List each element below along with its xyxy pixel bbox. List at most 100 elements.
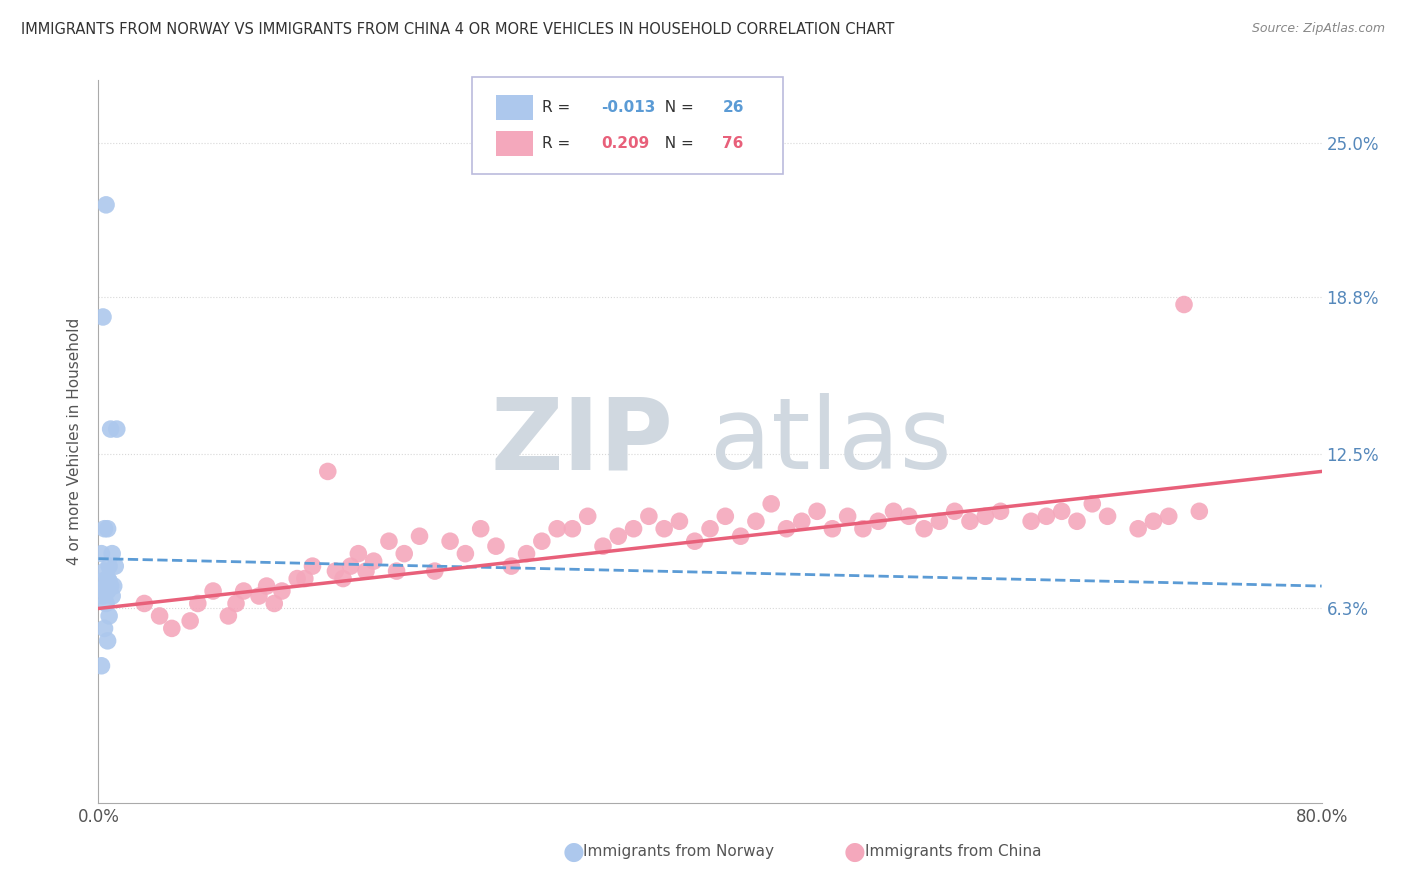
Point (1128, 522, 1150, 536)
Point (363, 554, 385, 568)
Point (385, 564, 408, 578)
Point (94, 597, 117, 611)
Point (100, 579, 122, 593)
Point (745, 514, 768, 528)
Point (93, 584, 115, 599)
Point (179, 614, 201, 628)
Y-axis label: 4 or more Vehicles in Household: 4 or more Vehicles in Household (67, 318, 83, 566)
Point (852, 522, 875, 536)
Point (101, 589, 124, 603)
Point (439, 534, 461, 549)
Point (232, 584, 254, 599)
Point (347, 547, 370, 561)
Point (1019, 514, 1042, 528)
Point (683, 534, 706, 549)
Point (354, 564, 377, 578)
Point (91, 589, 114, 603)
Point (91, 574, 114, 588)
Point (93, 522, 115, 536)
Point (103, 579, 125, 593)
Point (1097, 509, 1119, 524)
Point (576, 509, 599, 524)
Point (1081, 497, 1104, 511)
FancyBboxPatch shape (496, 131, 533, 156)
Point (668, 514, 690, 528)
Point (97, 522, 120, 536)
Point (790, 514, 813, 528)
Point (105, 422, 128, 436)
Point (90, 547, 112, 561)
Point (378, 534, 401, 549)
Point (98, 574, 121, 588)
Point (332, 572, 354, 586)
Point (285, 572, 308, 586)
Point (607, 529, 630, 543)
Point (225, 597, 247, 611)
Point (339, 559, 361, 574)
Point (256, 579, 278, 593)
Point (301, 559, 323, 574)
Point (202, 584, 225, 599)
Point (485, 539, 508, 553)
Point (93, 621, 115, 635)
FancyBboxPatch shape (496, 95, 533, 120)
Point (187, 597, 209, 611)
Point (912, 522, 935, 536)
Point (325, 564, 347, 578)
Point (974, 509, 997, 524)
Text: 26: 26 (723, 100, 744, 115)
Point (516, 547, 538, 561)
Point (1035, 509, 1057, 524)
Text: N =: N = (655, 136, 699, 152)
Point (928, 514, 950, 528)
Point (806, 504, 828, 518)
Point (990, 504, 1012, 518)
Text: Immigrants from Norway: Immigrants from Norway (583, 845, 775, 859)
Point (759, 497, 782, 511)
Point (149, 609, 172, 624)
Point (217, 609, 239, 624)
Point (623, 522, 645, 536)
Point (247, 589, 270, 603)
Point (100, 422, 122, 436)
Point (943, 504, 966, 518)
Point (454, 547, 477, 561)
Text: ●: ● (844, 840, 866, 863)
Point (408, 529, 430, 543)
Text: R =: R = (543, 100, 575, 115)
Point (423, 564, 446, 578)
Point (392, 547, 416, 561)
Point (714, 509, 737, 524)
Point (1066, 514, 1088, 528)
Point (1173, 297, 1195, 311)
Point (897, 509, 920, 524)
Point (1142, 514, 1164, 528)
Point (91, 310, 114, 324)
Point (316, 465, 339, 479)
Point (1188, 504, 1211, 518)
Point (101, 547, 124, 561)
Point (1050, 504, 1073, 518)
Point (90, 658, 112, 673)
Point (97, 584, 120, 599)
Text: ZIP: ZIP (491, 393, 673, 490)
Point (501, 559, 523, 574)
Point (837, 509, 859, 524)
Point (294, 572, 316, 586)
Text: ●: ● (562, 840, 585, 863)
Point (160, 621, 183, 635)
Text: IMMIGRANTS FROM NORWAY VS IMMIGRANTS FROM CHINA 4 OR MORE VEHICLES IN HOUSEHOLD : IMMIGRANTS FROM NORWAY VS IMMIGRANTS FRO… (21, 22, 894, 37)
Point (97, 572, 120, 586)
Point (98, 559, 121, 574)
Point (699, 522, 721, 536)
Point (134, 597, 156, 611)
Point (883, 504, 905, 518)
Text: Immigrants from China: Immigrants from China (865, 845, 1042, 859)
Point (530, 534, 553, 549)
Point (592, 539, 614, 553)
Point (637, 509, 661, 524)
Point (270, 584, 292, 599)
Text: R =: R = (543, 136, 575, 152)
Text: atlas: atlas (710, 393, 952, 490)
Point (868, 514, 890, 528)
